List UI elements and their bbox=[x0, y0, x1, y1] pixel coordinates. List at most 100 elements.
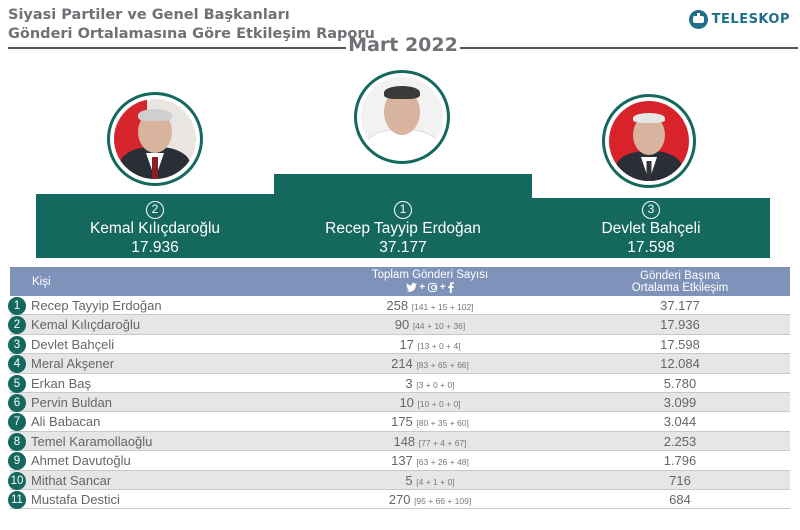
engagement-value: 1.796 bbox=[663, 453, 697, 469]
title-line-1: Siyasi Partiler ve Genel Başkanları bbox=[8, 7, 290, 23]
divider-left bbox=[8, 47, 346, 49]
total-posts-cell: 10 [10 + 0 + 0] bbox=[300, 395, 560, 412]
total-posts-cell: 258 [141 + 15 + 102] bbox=[300, 298, 560, 315]
platform-breakdown: [95 + 66 + 109] bbox=[414, 495, 472, 506]
person-name: Kemal Kılıçdaroğlu bbox=[31, 317, 141, 333]
total-posts-cell: 214 [83 + 65 + 66] bbox=[300, 356, 560, 373]
podium-second: 2 Kemal Kılıçdaroğlu 17.936 bbox=[36, 194, 274, 258]
podium-first: 1 Recep Tayyip Erdoğan 37.177 bbox=[274, 174, 532, 258]
table-row: 2 Kemal Kılıçdaroğlu 90 [44 + 10 + 36] 17.9… bbox=[8, 315, 790, 335]
person-name: Mithat Sancar bbox=[31, 472, 112, 488]
engagement-value: 12.084 bbox=[660, 356, 700, 372]
podium-rank: 2 bbox=[146, 201, 164, 219]
logo-text: TELESKOP bbox=[711, 12, 790, 27]
total-posts-cell: 3 [3 + 0 + 0] bbox=[300, 376, 560, 393]
total-posts-value: 90 bbox=[394, 317, 410, 333]
total-posts-value: 214 bbox=[391, 356, 413, 372]
platform-breakdown: [63 + 26 + 48] bbox=[416, 457, 469, 468]
rank-badge: 5 bbox=[8, 374, 26, 393]
total-posts-value: 3 bbox=[405, 375, 413, 391]
engagement-value: 2.253 bbox=[663, 433, 697, 449]
platform-breakdown: [4 + 1 + 0] bbox=[416, 476, 455, 487]
table-row: 9 Ahmet Davutoğlu 137 [63 + 26 + 48] 1.796 bbox=[8, 451, 790, 471]
header-engagement-line-1: Gönderi Başına bbox=[640, 270, 720, 282]
person-name: Recep Tayyip Erdoğan bbox=[31, 298, 162, 313]
table-row: 5 Erkan Baş 3 [3 + 0 + 0] 5.780 bbox=[8, 374, 790, 393]
twitter-icon bbox=[405, 282, 417, 292]
podium-value: 17.936 bbox=[131, 239, 179, 256]
engagement-value: 3.044 bbox=[663, 414, 697, 430]
engagement-value: 17.936 bbox=[660, 317, 700, 333]
rank-badge: 6 bbox=[8, 393, 26, 412]
person-name: Pervin Buldan bbox=[31, 394, 112, 410]
report-title: Siyasi Partiler ve Genel Başkanları Gönd… bbox=[8, 6, 375, 44]
total-posts-cell: 17 [13 + 0 + 4] bbox=[300, 337, 560, 354]
facebook-icon bbox=[448, 282, 455, 293]
total-posts-value: 137 bbox=[391, 453, 413, 469]
total-posts-cell: 137 [63 + 26 + 48] bbox=[300, 453, 560, 470]
total-posts-value: 17 bbox=[399, 336, 414, 352]
table-row: 10 Mithat Sancar 5 [4 + 1 + 0] 716 bbox=[8, 470, 790, 490]
total-posts-cell: 175 [80 + 35 + 60] bbox=[300, 414, 560, 431]
rank-badge: 2 bbox=[8, 316, 26, 335]
total-posts-cell: 148 [77 + 4 + 67] bbox=[300, 434, 560, 451]
platform-breakdown: [80 + 35 + 60] bbox=[416, 418, 469, 429]
header-total-posts: Toplam Gönderi Sayısı + + bbox=[300, 269, 560, 294]
total-posts-cell: 5 [4 + 1 + 0] bbox=[300, 473, 560, 490]
teleskop-tv-icon bbox=[688, 10, 708, 29]
rank-badge: 7 bbox=[8, 413, 26, 432]
podium-name: Devlet Bahçeli bbox=[601, 220, 701, 237]
header-engagement: Gönderi Başına Ortalama Etkileşim bbox=[580, 270, 780, 294]
platform-icons: + + bbox=[405, 282, 455, 294]
total-posts-cell: 90 [44 + 10 + 36] bbox=[300, 317, 560, 334]
person-name: Erkan Baş bbox=[31, 375, 91, 391]
header-total-posts-label: Toplam Gönderi Sayısı bbox=[371, 269, 489, 281]
person-name: Ali Babacan bbox=[31, 414, 101, 430]
header-person: Kişi bbox=[32, 276, 51, 288]
rank-badge: 9 bbox=[8, 452, 26, 471]
table-header: Kişi Toplam Gönderi Sayısı + + Gönderi B… bbox=[10, 267, 790, 296]
table-body: 1 Recep Tayyip Erdoğan 258 [141 + 15 + 102… bbox=[8, 296, 790, 510]
rank-badge: 4 bbox=[8, 355, 26, 374]
platform-breakdown: [77 + 4 + 67] bbox=[418, 437, 467, 448]
podium-name: Recep Tayyip Erdoğan bbox=[325, 220, 481, 237]
platform-breakdown: [3 + 0 + 0] bbox=[416, 379, 455, 390]
person-name: Ahmet Davutoğlu bbox=[31, 453, 131, 469]
month-label: Mart 2022 bbox=[348, 34, 458, 56]
platform-breakdown: [83 + 65 + 66] bbox=[416, 360, 469, 371]
total-posts-value: 175 bbox=[391, 414, 413, 430]
teleskop-logo: TELESKOP bbox=[688, 10, 790, 29]
total-posts-value: 270 bbox=[388, 491, 411, 507]
total-posts-cell: 270 [95 + 66 + 109] bbox=[300, 492, 560, 509]
rank-badge: 1 bbox=[8, 297, 26, 315]
table-row: 3 Devlet Bahçeli 17 [13 + 0 + 4] 17.598 bbox=[8, 335, 790, 355]
engagement-value: 684 bbox=[669, 491, 691, 507]
table-row: 8 Temel Karamollaoğlu 148 [77 + 4 + 67] 2.2… bbox=[8, 431, 790, 452]
total-posts-value: 148 bbox=[393, 433, 416, 449]
podium-third: 3 Devlet Bahçeli 17.598 bbox=[532, 198, 770, 258]
platform-breakdown: [13 + 0 + 4] bbox=[417, 340, 461, 351]
table-row: 11 Mustafa Destici 270 [95 + 66 + 109] 684 bbox=[8, 490, 790, 510]
person-name: Meral Akşener bbox=[31, 356, 115, 372]
person-name: Temel Karamollaoğlu bbox=[31, 433, 153, 449]
person-name: Devlet Bahçeli bbox=[31, 336, 115, 352]
total-posts-value: 5 bbox=[405, 472, 413, 488]
podium-rank: 1 bbox=[394, 201, 412, 219]
table-row: 1 Recep Tayyip Erdoğan 258 [141 + 15 + 102… bbox=[8, 296, 790, 316]
rank-badge: 3 bbox=[8, 335, 26, 354]
rank-badge: 10 bbox=[8, 471, 26, 490]
avatar-third bbox=[602, 94, 696, 188]
platform-breakdown: [10 + 0 + 0] bbox=[417, 398, 461, 409]
rank-badge: 11 bbox=[8, 490, 26, 509]
header-engagement-line-2: Ortalama Etkileşim bbox=[631, 282, 729, 294]
divider-right bbox=[460, 47, 798, 49]
platform-breakdown: [141 + 15 + 102] bbox=[411, 302, 474, 312]
avatar-second bbox=[107, 92, 203, 186]
total-posts-value: 258 bbox=[386, 298, 409, 313]
podium-value: 17.598 bbox=[627, 239, 675, 256]
engagement-value: 3.099 bbox=[663, 394, 697, 410]
engagement-value: 5.780 bbox=[663, 375, 697, 391]
podium-rank: 3 bbox=[642, 201, 660, 219]
podium-name: Kemal Kılıçdaroğlu bbox=[89, 220, 221, 237]
avatar-first bbox=[354, 70, 450, 164]
